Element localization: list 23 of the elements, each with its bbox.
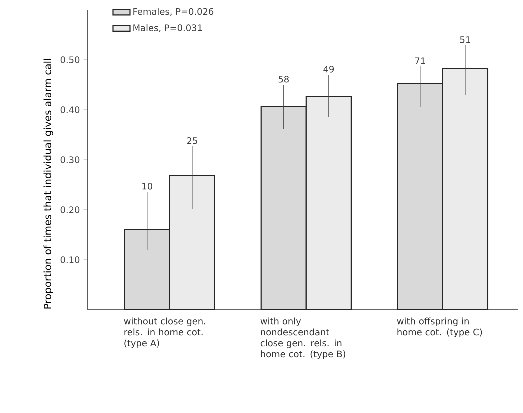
annotation: 49 (324, 66, 334, 73)
bar (169, 175, 216, 310)
bar (124, 229, 170, 310)
x-tick-label: with offspring in home cot. (type C) (397, 318, 482, 338)
y-tick-label: 0.20 (60, 206, 80, 214)
annotation: 58 (278, 76, 289, 83)
annotation: 71 (415, 58, 426, 64)
y-tick-label: 0.30 (60, 156, 80, 164)
y-axis-title: Proportion of times that individual gives alarm call (44, 59, 54, 309)
x-tick-label: without close gen. rels. in home cot. (type A) (124, 318, 206, 348)
annotation: 25 (187, 138, 198, 144)
y-tick-label: 0.10 (60, 256, 80, 264)
bar (442, 68, 489, 310)
bar (306, 96, 352, 310)
y-tick-label: 0.50 (60, 56, 80, 64)
annotation: 51 (460, 36, 470, 44)
annotation: 10 (142, 183, 152, 190)
legend-label: Females, P=0.026 (134, 8, 214, 16)
legend-label: Males, P=0.031 (134, 24, 202, 32)
x-tick-label: with only nondescendant close gen. rels. in home cot. (type B) (260, 318, 346, 360)
bar (260, 106, 307, 310)
y-tick-label: 0.40 (60, 106, 80, 114)
bar (397, 83, 444, 310)
